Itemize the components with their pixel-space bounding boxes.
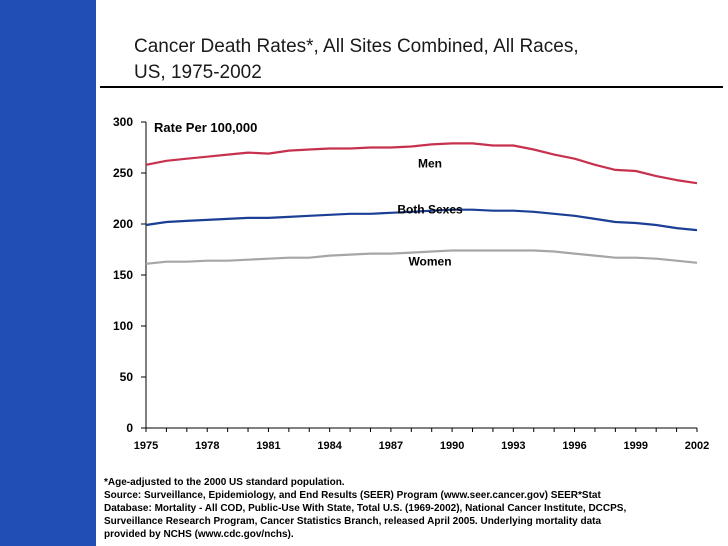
- y-tick-label: 100: [113, 319, 133, 333]
- y-tick-label: 200: [113, 217, 133, 231]
- x-tick-label: 1978: [195, 440, 219, 452]
- footnote-line: provided by NCHS (www.cdc.gov/nchs).: [104, 529, 294, 540]
- x-tick-label: 1990: [440, 440, 464, 452]
- chart-title: Cancer Death Rates*, All Sites Combined,…: [134, 34, 694, 86]
- footnote-line: Database: Mortality - All COD, Public-Us…: [104, 503, 627, 514]
- footnote-line: Source: Surveillance, Epidemiology, and …: [104, 490, 601, 501]
- x-tick-label: 1975: [134, 440, 158, 452]
- footnote-line: *Age-adjusted to the 2000 US standard po…: [104, 477, 345, 488]
- y-tick-label: 0: [126, 421, 133, 435]
- title-underline: [100, 86, 723, 88]
- footnote-line: Surveillance Research Program, Cancer St…: [104, 516, 602, 527]
- x-tick-label: 1993: [501, 440, 525, 452]
- x-tick-label: 1987: [379, 440, 403, 452]
- x-tick-label: 2002: [685, 440, 709, 452]
- y-tick-label: 150: [113, 268, 133, 282]
- series-label-men: Men: [418, 156, 442, 170]
- title-line-2: US, 1975-2002: [134, 62, 262, 83]
- series-line-both-sexes: [145, 208, 698, 232]
- y-tick-label: 250: [113, 166, 133, 180]
- title-line-1: Cancer Death Rates*, All Sites Combined,…: [134, 36, 579, 57]
- y-axis-label: Rate Per 100,000: [154, 120, 257, 135]
- x-tick-label: 1981: [256, 440, 280, 452]
- footnotes: *Age-adjusted to the 2000 US standard po…: [104, 476, 724, 541]
- series-line-men: [145, 142, 698, 185]
- sidebar-accent: [0, 0, 96, 546]
- series-label-women: Women: [408, 255, 451, 269]
- series-label-both-sexes: Both Sexes: [397, 203, 463, 217]
- x-tick-label: 1999: [624, 440, 648, 452]
- x-tick-label: 1996: [562, 440, 586, 452]
- x-tick-label: 1984: [317, 440, 342, 452]
- series-line-women: [145, 249, 698, 265]
- y-tick-label: 50: [120, 370, 134, 384]
- y-tick-label: 300: [113, 115, 133, 129]
